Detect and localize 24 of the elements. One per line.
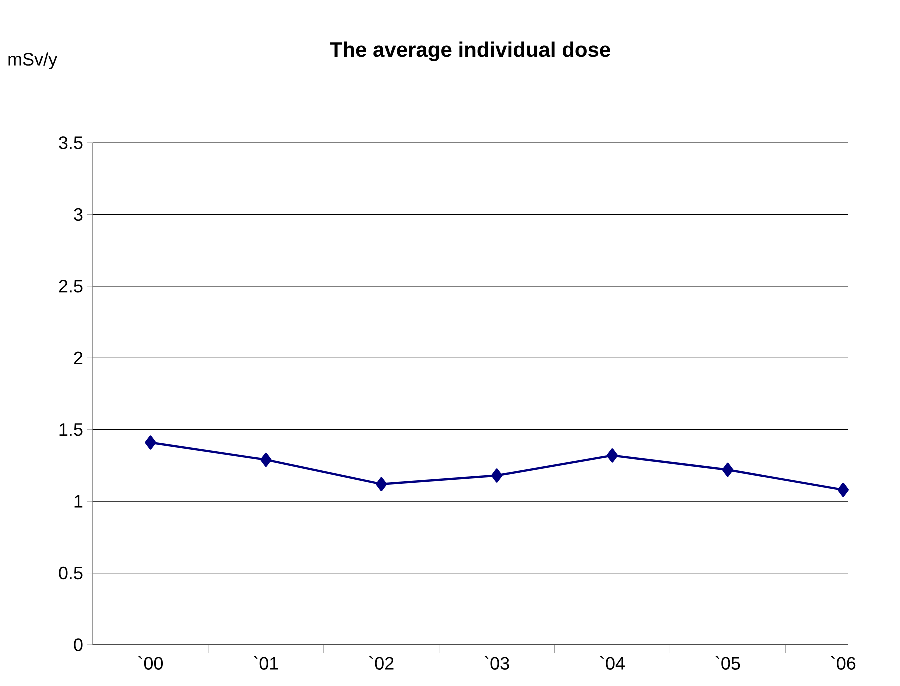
- point: [838, 482, 849, 498]
- x-tick-label: `02: [370, 656, 394, 670]
- point: [260, 452, 272, 468]
- y-tick-label: 1.5: [60, 424, 83, 436]
- y-axis-title: mSv/y: [8, 52, 58, 70]
- y-tick-label: 1: [74, 495, 83, 508]
- y-tick-label: 0: [74, 638, 83, 652]
- y-tick-label: 2.5: [59, 280, 83, 293]
- x-tick-label: `06: [831, 656, 856, 670]
- x-tick-label: `04: [600, 656, 625, 670]
- point: [491, 468, 503, 483]
- y-tick-label: 3: [74, 208, 83, 222]
- point: [376, 477, 388, 492]
- point: [145, 436, 156, 450]
- x-tick-label: `05: [716, 656, 740, 670]
- y-tick-label: 0.5: [59, 566, 83, 580]
- x-tick-label: `01: [254, 656, 278, 670]
- y-tick-label: 2: [74, 352, 83, 364]
- point: [606, 448, 618, 463]
- x-tick-label: `03: [484, 656, 510, 670]
- y-tick-label: 3.5: [59, 136, 83, 150]
- x-tick-label: `00: [138, 656, 164, 670]
- point: [722, 462, 734, 478]
- chart-title: The average individual dose: [330, 42, 610, 62]
